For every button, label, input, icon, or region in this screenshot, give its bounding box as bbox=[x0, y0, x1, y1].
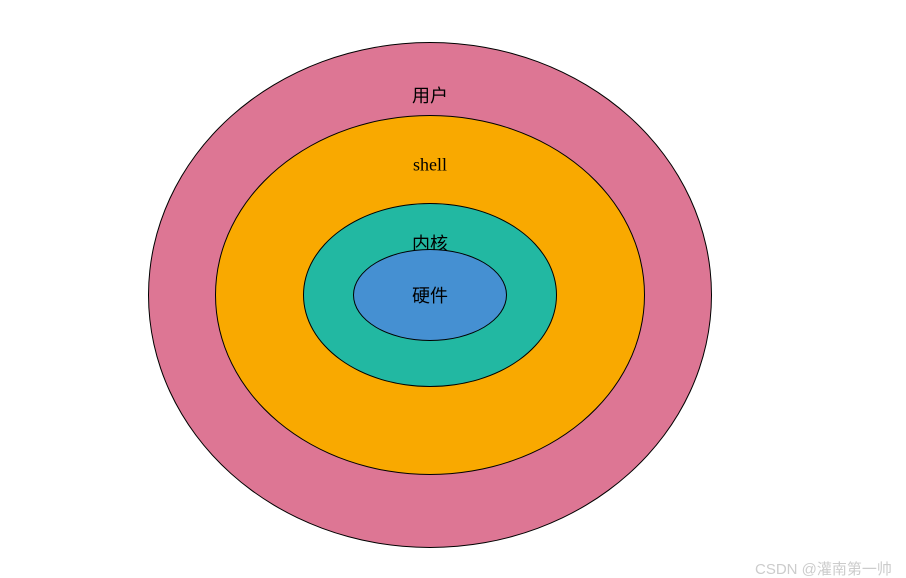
layer-shell-label: shell bbox=[413, 155, 447, 176]
diagram-stage: 用户 shell 内核 硬件 CSDN @灌南第一帅 bbox=[0, 0, 906, 578]
watermark-text: CSDN @灌南第一帅 bbox=[755, 558, 892, 578]
layer-user-label: 用户 bbox=[412, 82, 448, 108]
layer-hardware-label: 硬件 bbox=[412, 282, 448, 308]
